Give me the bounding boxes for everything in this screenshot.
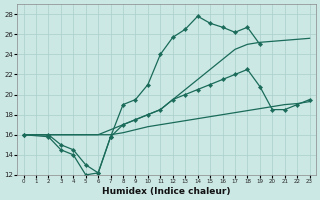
X-axis label: Humidex (Indice chaleur): Humidex (Indice chaleur) [102,187,231,196]
